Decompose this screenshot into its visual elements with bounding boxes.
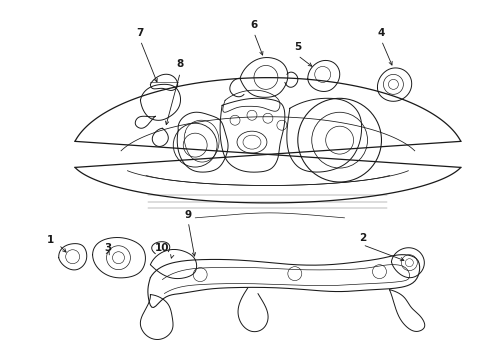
Text: 4: 4 [378, 28, 385, 37]
Text: 3: 3 [104, 243, 111, 253]
Text: 6: 6 [250, 19, 258, 30]
Text: 1: 1 [47, 235, 54, 245]
Text: 2: 2 [359, 233, 366, 243]
Text: 8: 8 [176, 59, 184, 69]
Text: 7: 7 [137, 28, 144, 37]
Text: 9: 9 [185, 210, 192, 220]
Text: 10: 10 [155, 243, 170, 253]
Text: 5: 5 [294, 41, 301, 51]
